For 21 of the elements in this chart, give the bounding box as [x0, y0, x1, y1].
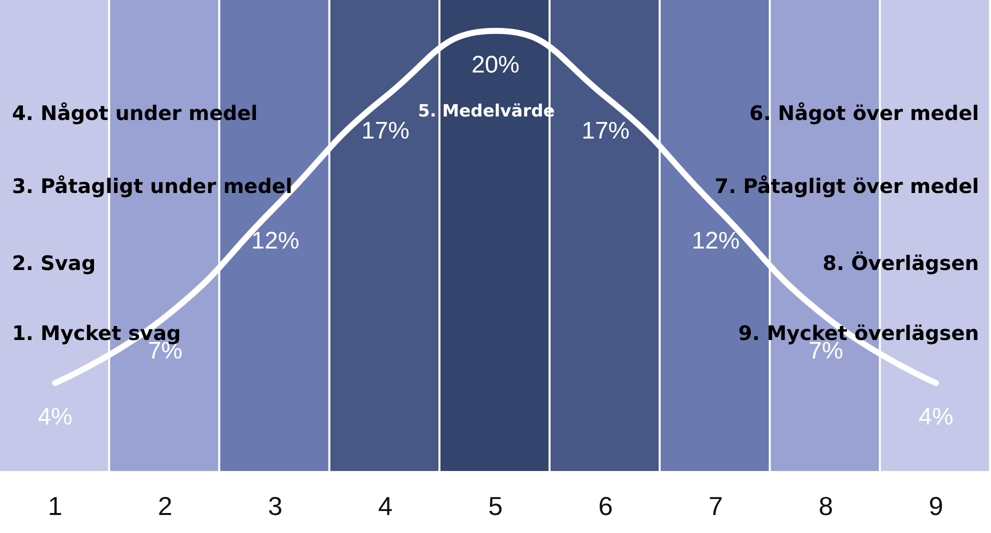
x-tick-label: 6	[598, 491, 613, 521]
data-label: 17%	[582, 117, 630, 144]
annotation: 6. Något över medel	[749, 101, 980, 125]
annotation: 8. Överlägsen	[822, 251, 980, 275]
data-label: 17%	[361, 117, 410, 144]
x-tick-label: 4	[378, 491, 393, 521]
data-label: 4%	[918, 403, 954, 430]
x-tick-label: 9	[928, 491, 944, 521]
x-tick-label: 3	[268, 491, 283, 521]
x-tick-label: 1	[48, 491, 62, 521]
data-label: 20%	[471, 51, 520, 78]
x-tick-label: 7	[708, 491, 723, 521]
data-label: 4%	[38, 403, 72, 430]
annotation: 2. Svag	[12, 251, 96, 275]
annotation: 7. Påtagligt över medel	[714, 174, 979, 198]
data-label: 12%	[692, 227, 740, 254]
x-tick-label: 8	[818, 491, 834, 521]
data-label: 12%	[251, 227, 300, 254]
annotation: 3. Påtagligt under medel	[12, 174, 292, 198]
x-tick-label: 5	[488, 491, 503, 521]
x-tick-label: 2	[158, 491, 172, 521]
